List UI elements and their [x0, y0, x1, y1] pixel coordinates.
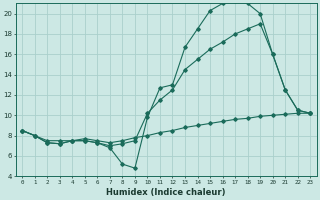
- X-axis label: Humidex (Indice chaleur): Humidex (Indice chaleur): [107, 188, 226, 197]
